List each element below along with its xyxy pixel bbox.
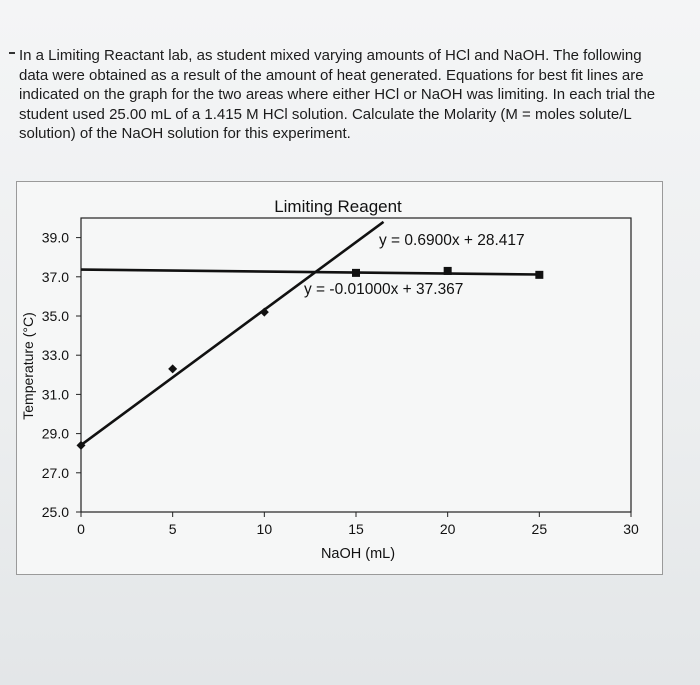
data-point-diamond bbox=[168, 364, 178, 374]
x-tick-label: 10 bbox=[257, 521, 273, 537]
y-tick-label: 37.0 bbox=[42, 269, 69, 285]
bullet-mark bbox=[9, 52, 15, 54]
x-tick-label: 20 bbox=[440, 521, 456, 537]
x-tick-label: 5 bbox=[169, 521, 177, 537]
x-tick-label: 30 bbox=[623, 521, 639, 537]
y-tick-label: 33.0 bbox=[42, 347, 69, 363]
data-point-square bbox=[352, 268, 360, 277]
plot-border bbox=[80, 217, 632, 513]
limiting-reagent-chart: Limiting Reagent NaOH (mL) Temperature (… bbox=[20, 197, 639, 562]
data-point-diamond bbox=[259, 307, 269, 317]
y-tick-label: 29.0 bbox=[42, 426, 69, 442]
data-point-square bbox=[535, 270, 544, 279]
fit-line-1 bbox=[80, 220, 385, 447]
y-tick-label: 35.0 bbox=[42, 308, 69, 324]
y-tick-label: 39.0 bbox=[42, 230, 69, 246]
y-tick-label: 31.0 bbox=[42, 386, 69, 402]
data-point-square bbox=[443, 266, 452, 275]
chart-title: Limiting Reagent bbox=[274, 197, 402, 216]
x-axis-label: NaOH (mL) bbox=[321, 546, 395, 562]
data-point-diamond bbox=[76, 440, 86, 450]
x-tick-label: 15 bbox=[348, 521, 364, 537]
y-axis-label: Temperature (°C) bbox=[20, 312, 36, 420]
x-tick-label: 25 bbox=[532, 521, 548, 537]
y-tick-label: 27.0 bbox=[42, 465, 69, 481]
x-tick-label: 0 bbox=[77, 521, 85, 537]
chart-frame: Limiting Reagent NaOH (mL) Temperature (… bbox=[16, 181, 663, 575]
fit-equation-2: y = -0.01000x + 37.367 bbox=[304, 281, 463, 298]
plot-area: 25.0 27.0 29.0 31.0 33.0 35.0 37.0 39.0 0 5 10 15 20… bbox=[42, 217, 639, 537]
question-text: In a Limiting Reactant lab, as student m… bbox=[19, 47, 656, 143]
fit-equation-1: y = 0.6900x + 28.417 bbox=[379, 232, 525, 249]
y-tick-label: 25.0 bbox=[42, 504, 69, 520]
fit-line-2 bbox=[80, 268, 540, 276]
